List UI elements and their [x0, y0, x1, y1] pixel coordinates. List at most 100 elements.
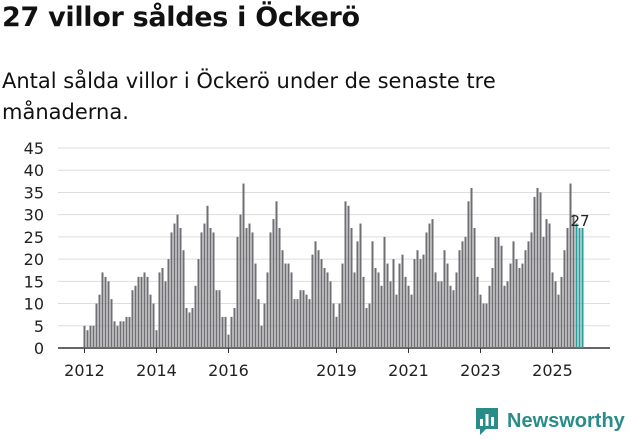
bar	[245, 228, 248, 348]
y-tick-label: 45	[24, 139, 44, 158]
bar	[491, 268, 494, 348]
bar	[230, 316, 233, 348]
bar	[506, 281, 509, 348]
bar	[362, 276, 365, 348]
bar	[89, 325, 92, 348]
bar	[170, 232, 173, 348]
bar	[401, 254, 404, 348]
bar	[323, 268, 326, 348]
bar	[143, 272, 146, 348]
bar	[179, 228, 182, 348]
bar	[344, 201, 347, 348]
bar	[188, 312, 191, 348]
bar	[200, 232, 203, 348]
bar	[308, 299, 311, 348]
bar	[296, 299, 299, 348]
bar	[140, 276, 143, 348]
bar	[533, 196, 536, 348]
x-tick-label: 2016	[208, 361, 249, 380]
bar	[164, 281, 167, 348]
bar	[131, 290, 134, 348]
bar	[122, 321, 125, 348]
bar	[119, 321, 122, 348]
bar	[335, 316, 338, 348]
bar	[254, 263, 257, 348]
bar	[278, 228, 281, 348]
bar	[302, 290, 305, 348]
bar	[410, 294, 413, 348]
bar	[218, 290, 221, 348]
bar	[95, 303, 98, 348]
bar	[482, 303, 485, 348]
bar	[413, 259, 416, 348]
bar	[557, 294, 560, 348]
bar	[365, 308, 368, 348]
bar	[509, 263, 512, 348]
bar	[197, 259, 200, 348]
x-tick-label: 2025	[532, 361, 573, 380]
bar	[161, 268, 164, 348]
bar	[476, 276, 479, 348]
bar	[110, 299, 113, 348]
bar	[263, 303, 266, 348]
highlighted-bar	[575, 223, 578, 348]
bar	[434, 272, 437, 348]
bar	[359, 223, 362, 348]
bar	[440, 281, 443, 348]
bar	[473, 228, 476, 348]
bar	[125, 316, 128, 348]
bar	[239, 214, 242, 348]
bar	[212, 232, 215, 348]
bar	[116, 325, 119, 348]
bar	[137, 276, 140, 348]
bar	[395, 294, 398, 348]
bar	[416, 250, 419, 348]
bar	[524, 250, 527, 348]
bar	[314, 241, 317, 348]
bar	[326, 272, 329, 348]
bar	[371, 241, 374, 348]
bar	[392, 259, 395, 348]
bar	[458, 250, 461, 348]
bar	[257, 299, 260, 348]
bar	[329, 281, 332, 348]
bar	[338, 303, 341, 348]
bar	[293, 299, 296, 348]
bar	[347, 205, 350, 348]
bar	[470, 188, 473, 348]
bar	[461, 241, 464, 348]
bar	[563, 250, 566, 348]
y-tick-label: 40	[24, 161, 44, 180]
y-tick-label: 35	[24, 183, 44, 202]
bar	[248, 223, 251, 348]
bar	[425, 232, 428, 348]
bar	[158, 272, 161, 348]
bar	[203, 223, 206, 348]
y-tick-label: 0	[34, 339, 44, 358]
bar-chart-speech-bubble-icon	[476, 408, 498, 435]
bar	[479, 294, 482, 348]
bar	[287, 263, 290, 348]
bar	[332, 303, 335, 348]
bar	[272, 219, 275, 348]
bar	[305, 294, 308, 348]
bar	[383, 236, 386, 348]
bar	[419, 259, 422, 348]
bar	[554, 281, 557, 348]
y-tick-label: 15	[24, 272, 44, 291]
bar	[422, 254, 425, 348]
bar	[494, 236, 497, 348]
bar	[281, 250, 284, 348]
bar	[449, 285, 452, 348]
bar	[209, 228, 212, 348]
bar	[464, 236, 467, 348]
highlighted-bar	[581, 228, 584, 348]
bar	[353, 272, 356, 348]
bar	[437, 281, 440, 348]
bar	[176, 214, 179, 348]
y-tick-label: 25	[24, 228, 44, 247]
bar	[542, 236, 545, 348]
bar	[221, 316, 224, 348]
bar	[389, 281, 392, 348]
